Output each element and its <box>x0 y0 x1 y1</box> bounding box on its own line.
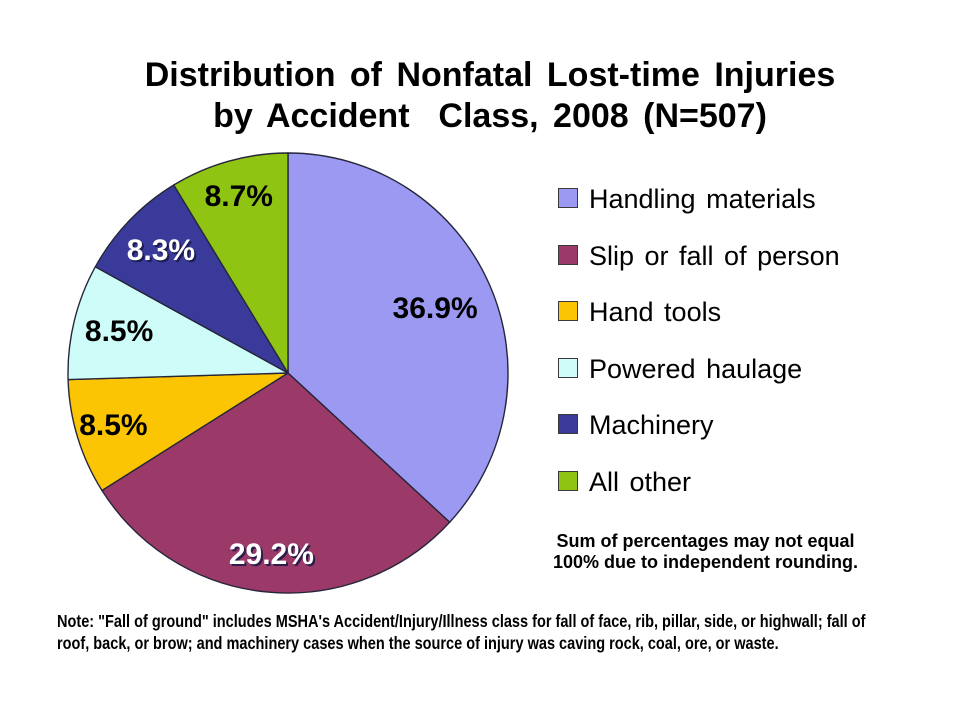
legend-label-hand-tools: Hand tools <box>589 297 722 327</box>
legend-item-machinery: Machinery <box>558 412 938 469</box>
legend-swatch-machinery <box>558 414 578 434</box>
legend-label-machinery: Machinery <box>589 410 714 440</box>
pie-chart: 36.9% 29.2% 8.5% 8.5% 8.3% 8.7% <box>66 151 510 595</box>
pie-svg <box>67 152 509 594</box>
legend-swatch-handling-materials <box>558 188 578 208</box>
footnote-line2: roof, back, or brow; and machinery cases… <box>57 633 779 653</box>
rounding-note: Sum of percentages may not equal 100% du… <box>553 531 859 572</box>
legend-item-powered-haulage: Powered haulage <box>558 353 938 413</box>
footnote: Note: "Fall of ground" includes MSHA's A… <box>57 610 865 654</box>
legend-item-handling-materials: Handling materials <box>558 186 938 243</box>
legend-item-all-other: All other <box>558 466 938 526</box>
legend-item-hand-tools: Hand tools <box>558 299 938 356</box>
chart-title: Distribution of Nonfatal Lost-time Injur… <box>30 55 950 137</box>
legend-swatch-powered-haulage <box>558 357 578 378</box>
pie-slice-slip-or-fall-of-person <box>101 372 451 594</box>
footnote-line1: Note: "Fall of ground" includes MSHA's A… <box>57 611 866 631</box>
chart-title-line1: Distribution of Nonfatal Lost-time Injur… <box>144 56 836 94</box>
pie-slice-handling-materials <box>287 152 509 523</box>
pie-slice-powered-haulage <box>67 266 289 381</box>
pie-slice-all-other <box>173 152 289 374</box>
legend-label-slip-or-fall-of-person: Slip or fall of person <box>589 240 840 271</box>
legend-item-slip-or-fall-of-person: Slip or fall of person <box>558 240 938 300</box>
pie-slice-machinery <box>94 184 289 374</box>
legend-label-handling-materials: Handling materials <box>589 184 816 214</box>
chart-title-line2: by Accident Class, 2008 (N=507) <box>213 97 767 135</box>
legend-swatch-hand-tools <box>558 301 578 321</box>
legend-label-all-other: All other <box>589 466 692 497</box>
legend-swatch-slip-or-fall-of-person <box>558 244 578 265</box>
pie-slice-hand-tools <box>67 372 289 492</box>
legend: Handling materials Slip or fall of person… <box>558 186 938 525</box>
legend-swatch-all-other <box>558 470 578 491</box>
legend-label-powered-haulage: Powered haulage <box>589 353 803 384</box>
